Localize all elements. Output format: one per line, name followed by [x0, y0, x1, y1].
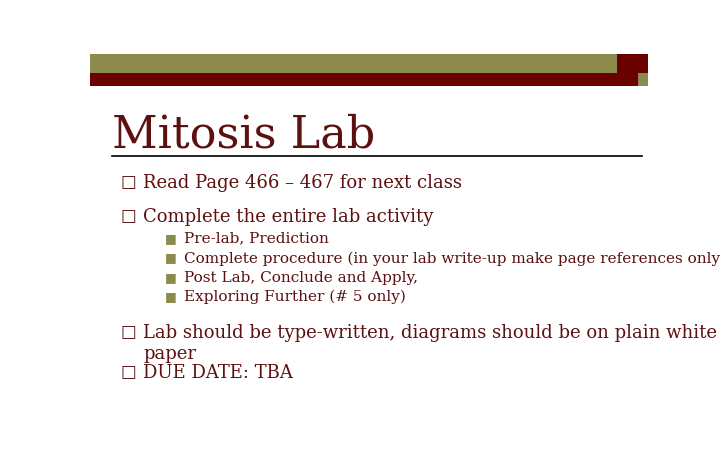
Bar	[90, 73, 648, 86]
Text: Complete procedure (in your lab write-up make page references only): Complete procedure (in your lab write-up…	[184, 252, 720, 266]
Text: DUE DATE: TBA: DUE DATE: TBA	[143, 364, 293, 382]
Text: ■: ■	[166, 252, 177, 265]
Text: □: □	[121, 364, 137, 381]
Text: Post Lab, Conclude and Apply,: Post Lab, Conclude and Apply,	[184, 270, 418, 284]
Text: ■: ■	[166, 290, 177, 302]
Bar	[638, 73, 648, 86]
Text: Complete the entire lab activity: Complete the entire lab activity	[143, 208, 433, 226]
Text: Exploring Further (# 5 only): Exploring Further (# 5 only)	[184, 290, 405, 304]
Text: □: □	[121, 208, 137, 225]
Text: ■: ■	[166, 232, 177, 245]
Text: Pre-lab, Prediction: Pre-lab, Prediction	[184, 232, 328, 246]
Text: □: □	[121, 324, 137, 341]
Bar	[617, 54, 648, 73]
Text: Mitosis Lab: Mitosis Lab	[112, 113, 376, 156]
Text: ■: ■	[166, 270, 177, 284]
Bar	[90, 54, 648, 73]
Text: Lab should be type-written, diagrams should be on plain white
paper: Lab should be type-written, diagrams sho…	[143, 324, 717, 363]
Text: Read Page 466 – 467 for next class: Read Page 466 – 467 for next class	[143, 174, 462, 192]
Text: □: □	[121, 174, 137, 190]
